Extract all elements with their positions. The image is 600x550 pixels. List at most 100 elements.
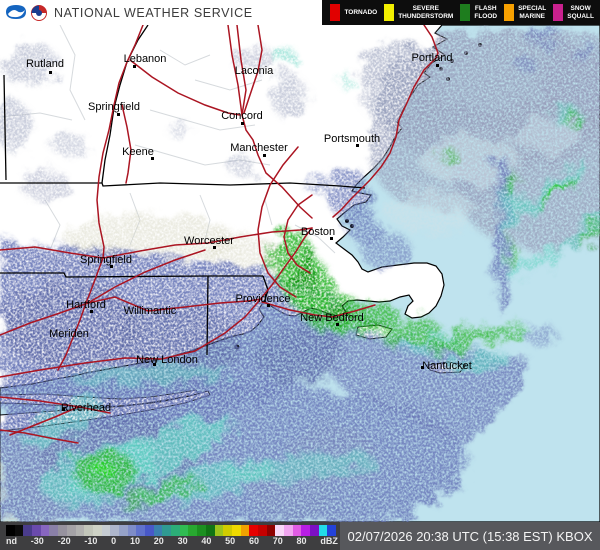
app-title: NATIONAL WEATHER SERVICE — [54, 5, 253, 20]
colorbar-cell — [127, 525, 137, 536]
colorbar-cell — [110, 525, 119, 536]
colorbar-cell — [101, 525, 111, 536]
city-label: Riverhead — [60, 402, 112, 414]
colorbar-tick-label: -10 — [84, 536, 98, 546]
colorbar-cell — [23, 525, 33, 536]
city-marker-dot — [133, 65, 136, 68]
colorbar-cell — [318, 525, 328, 536]
warning-label: SEVERE THUNDERSTORM — [398, 5, 454, 20]
city-marker-dot — [153, 363, 156, 366]
warning-color-swatch — [460, 4, 471, 21]
colorbar-tick-label: 20 — [153, 536, 164, 546]
colorbar-cell — [58, 525, 67, 536]
city-label: Manchester — [230, 142, 288, 154]
city-label: Laconia — [234, 65, 274, 77]
colorbar-tick-label: 60 — [248, 536, 259, 546]
highways — [0, 25, 439, 444]
colorbar-cell — [75, 525, 85, 536]
warning-color-swatch — [504, 4, 515, 21]
colorbar-cell — [14, 525, 24, 536]
city-marker-dot — [336, 323, 339, 326]
city-label: Springfield — [80, 254, 132, 266]
colorbar-cell — [136, 525, 145, 536]
city-label: Providence — [235, 293, 291, 305]
warning-item: TORNADO — [330, 4, 377, 21]
colorbar-cell — [40, 525, 50, 536]
warning-item: SNOW SQUALL — [553, 4, 594, 21]
reflectivity-colorbar — [6, 525, 337, 536]
city-label: Springfield — [88, 101, 140, 113]
city-label: Portsmouth — [323, 133, 381, 145]
colorbar-tick-label: 0 — [111, 536, 117, 546]
colorbar-cell — [118, 525, 128, 536]
colorbar-cell — [153, 525, 163, 536]
city-label: Worcester — [184, 235, 234, 247]
colorbar-tick-label: 80 — [296, 536, 307, 546]
colorbar-cell — [266, 525, 276, 536]
warning-label: SPECIAL MARINE — [518, 5, 547, 20]
colorbar-cell — [188, 525, 198, 536]
colorbar-cell — [32, 525, 41, 536]
city-marker-dot — [241, 122, 244, 125]
city-label: Willimantic — [123, 305, 177, 317]
colorbar-cell — [92, 525, 102, 536]
city-marker-dot — [49, 71, 52, 74]
warning-label: TORNADO — [344, 8, 378, 16]
radar-map-graphic — [0, 25, 600, 522]
warning-label: FLASH FLOOD — [474, 5, 498, 20]
radar-echoes — [0, 29, 600, 522]
colorbar-cell — [84, 525, 93, 536]
nws-logo — [31, 4, 47, 21]
colorbar-tick-label: 70 — [272, 536, 283, 546]
colorbar-cell — [66, 525, 76, 536]
colorbar-cell — [49, 525, 59, 536]
timestamp: 02/07/2026 20:38 UTC (15:38 EST) KBOX — [340, 522, 600, 550]
city-label: Nantucket — [422, 360, 472, 372]
city-marker-dot — [62, 408, 65, 411]
city-label: Hartford — [66, 299, 106, 311]
colorbar-cell — [214, 525, 224, 536]
city-marker-dot — [151, 157, 154, 160]
city-label: Boston — [300, 226, 336, 238]
city-marker-dot — [330, 237, 333, 240]
city-label: Keene — [122, 146, 154, 158]
colorbar-cell — [205, 525, 215, 536]
warning-legend: TORNADO SEVERE THUNDERSTORM FLASH FLOOD SPE… — [322, 0, 600, 25]
warning-label: SNOW SQUALL — [567, 5, 594, 20]
reflectivity-scale: nd -30 -20 -10 0 10 20 30 40 50 60 70 80 dBZ — [0, 522, 340, 550]
colorbar-cell — [327, 525, 337, 536]
colorbar-tick-label: -20 — [57, 536, 71, 546]
warning-item: SEVERE THUNDERSTORM — [384, 4, 453, 21]
colorbar-cell — [179, 525, 189, 536]
colorbar-cell — [275, 525, 284, 536]
city-marker-dot — [421, 366, 424, 369]
city-marker-dot — [436, 64, 439, 67]
colorbar-cell — [162, 525, 172, 536]
city-label: New Bedford — [300, 312, 364, 324]
colorbar-cell — [249, 525, 258, 536]
warning-item: FLASH FLOOD — [460, 4, 497, 21]
radar-map[interactable]: Rutland Lebanon Laconia Springfield Concord K… — [0, 25, 600, 522]
colorbar-cell — [6, 525, 15, 536]
brand: NATIONAL WEATHER SERVICE — [0, 4, 253, 21]
colorbar-cell — [292, 525, 302, 536]
colorbar-tick-label: nd — [6, 536, 17, 546]
colorbar-tick-label: -30 — [30, 536, 44, 546]
colorbar-cell — [310, 525, 319, 536]
colorbar-tick-label: dBZ — [320, 536, 338, 546]
colorbar-tick-label: 30 — [177, 536, 188, 546]
colorbar-cell — [197, 525, 206, 536]
colorbar-tick-label: 50 — [225, 536, 236, 546]
colorbar-cell — [301, 525, 311, 536]
colorbar-cell — [223, 525, 232, 536]
city-marker-dot — [356, 144, 359, 147]
city-label: Lebanon — [123, 53, 167, 65]
city-marker-dot — [263, 154, 266, 157]
warning-color-swatch — [553, 4, 564, 21]
noaa-logo — [6, 5, 26, 19]
warning-color-swatch — [384, 4, 395, 21]
city-marker-dot — [110, 265, 113, 268]
colorbar-cell — [257, 525, 267, 536]
city-marker-dot — [90, 310, 93, 313]
